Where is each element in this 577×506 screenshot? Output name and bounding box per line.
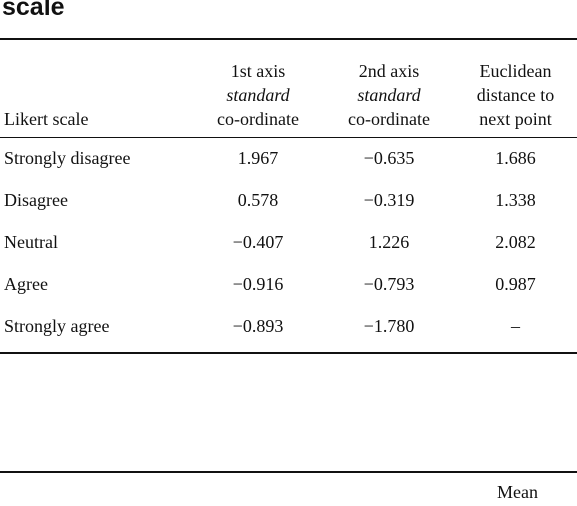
cell-1st-axis: −0.407 [232,231,284,252]
cell-distance: 1.338 [495,189,536,210]
next-table-header-mean: Mean [497,482,538,502]
next-table-top-rule [0,471,577,473]
header-likert-scale: Likert scale [0,40,192,137]
header-text: co-ordinate [348,109,430,129]
cell-1st-axis: 1.967 [237,147,279,168]
cell-1st-axis: −0.916 [232,273,284,294]
header-text: next point [479,109,552,129]
cell-distance: – [511,315,520,336]
header-2nd-axis: 2nd axis standard co-ordinate [324,40,454,137]
table-row: Agree −0.916 −0.793 0.987 [0,263,577,305]
section-heading: scale [2,0,65,21]
table-top-rule [0,38,577,40]
cell-2nd-axis: −0.319 [363,189,415,210]
cell-1st-axis: −0.893 [232,315,284,336]
header-text: standard [226,85,290,105]
cell-1st-axis: 0.578 [237,189,279,210]
row-label: Neutral [4,231,58,252]
header-text: 1st axis [230,61,286,81]
table-bottom-rule [0,352,577,354]
header-euclidean-distance: Euclidean distance to next point [454,40,577,137]
cell-distance: 2.082 [495,231,536,252]
table-row: Neutral −0.407 1.226 2.082 [0,221,577,263]
cell-2nd-axis: −0.635 [363,147,415,168]
row-label: Strongly agree [4,315,110,336]
cell-distance: 1.686 [495,147,536,168]
header-text: 2nd axis [358,61,420,81]
row-label: Strongly disagree [4,147,131,168]
header-text: Likert scale [4,109,89,129]
header-1st-axis: 1st axis standard co-ordinate [192,40,324,137]
row-label: Agree [4,273,48,294]
header-text: standard [357,85,421,105]
correspondence-table: Likert scale 1st axis standard co-ordina… [0,40,577,347]
table-row: Disagree 0.578 −0.319 1.338 [0,179,577,221]
cell-distance: 0.987 [495,273,536,294]
cell-2nd-axis: 1.226 [368,231,410,252]
cell-2nd-axis: −1.780 [363,315,415,336]
table-row: Strongly agree −0.893 −1.780 – [0,305,577,347]
header-text: Euclidean [479,61,552,81]
table-row: Strongly disagree 1.967 −0.635 1.686 [0,137,577,179]
header-divider-rule [0,137,577,138]
row-label: Disagree [4,189,68,210]
header-text: co-ordinate [217,109,299,129]
header-text: distance to [476,85,555,105]
cell-2nd-axis: −0.793 [363,273,415,294]
header-row: Likert scale 1st axis standard co-ordina… [0,40,577,137]
